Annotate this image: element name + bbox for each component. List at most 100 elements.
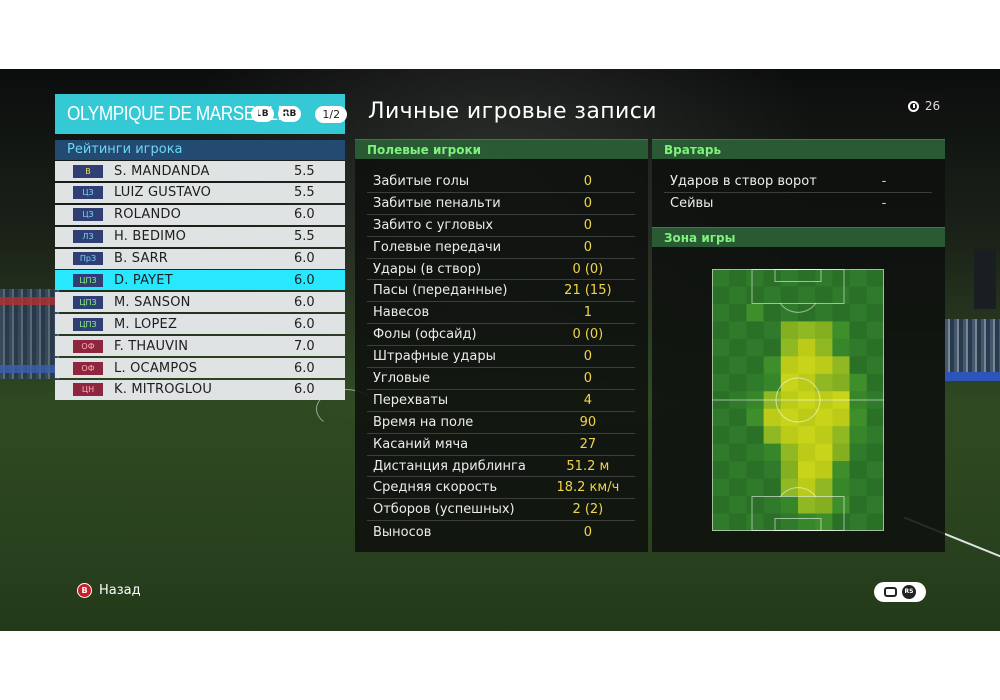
player-row[interactable]: ЛЗ H. BEDIMO 5.5 xyxy=(55,226,345,247)
position-badge: ЦПЗ xyxy=(73,273,103,287)
player-rating: 5.5 xyxy=(294,163,315,179)
heatmap-cell xyxy=(780,373,799,392)
heatmap-cell xyxy=(780,286,799,305)
match-timer: 26 xyxy=(904,94,944,118)
player-row[interactable]: В S. MANDANDA 5.5 xyxy=(55,161,345,181)
heatmap-cell xyxy=(866,408,884,427)
stat-row: Забитые пенальти 0 xyxy=(367,193,635,215)
heatmap-cell xyxy=(849,303,868,322)
position-badge: ПрЗ xyxy=(73,252,103,266)
player-row[interactable]: ОФ L. OCAMPOS 6.0 xyxy=(55,358,345,379)
player-row[interactable]: ЦЗ LUIZ GUSTAVO 5.5 xyxy=(55,182,345,203)
heatmap-cell xyxy=(832,269,850,287)
player-row[interactable]: ПрЗ B. SARR 6.0 xyxy=(55,248,345,269)
heatmap-cell xyxy=(763,269,782,287)
heatmap-cell xyxy=(712,356,730,375)
player-name: L. OCAMPOS xyxy=(114,360,198,376)
heatmap-cell xyxy=(746,478,764,497)
player-name: LUIZ GUSTAVO xyxy=(114,185,212,201)
rb-button[interactable]: RB xyxy=(277,106,302,122)
heatmap-cell xyxy=(866,303,884,322)
heatmap-cell xyxy=(866,269,884,287)
heatmap-cell xyxy=(832,443,850,462)
player-rating: 6.0 xyxy=(294,316,315,332)
clock-icon xyxy=(907,100,919,112)
player-row-selected[interactable]: ЦПЗ D. PAYET 6.0 xyxy=(55,270,345,291)
heatmap-cell xyxy=(832,426,850,444)
stat-value: - xyxy=(881,196,887,212)
position-badge: ОФ xyxy=(73,361,103,375)
stat-row: Угловые 0 xyxy=(367,368,635,390)
outfield-stats-list: Забитые голы 0 Забитые пенальти 0 Забито с… xyxy=(355,171,648,543)
player-row[interactable]: ЦН K. MITROGLOU 6.0 xyxy=(55,379,345,400)
stat-value: 0 xyxy=(583,217,592,233)
player-row[interactable]: ЦПЗ M. SANSON 6.0 xyxy=(55,292,345,313)
timer-value: 26 xyxy=(924,99,941,113)
heatmap-cell xyxy=(763,356,782,375)
chat-button[interactable]: RS xyxy=(874,582,926,602)
heatmap-cell xyxy=(712,269,730,287)
heatmap-cell xyxy=(815,356,833,375)
back-button[interactable]: B Назад xyxy=(77,583,141,598)
player-rating: 6.0 xyxy=(294,272,315,288)
heatmap-cell xyxy=(712,496,730,514)
stat-value: 18.2 км/ч xyxy=(556,480,620,496)
stat-value: 21 (15) xyxy=(564,283,612,299)
stat-row: Средняя скорость 18.2 км/ч xyxy=(367,477,635,500)
heatmap-cell xyxy=(729,461,747,479)
position-badge: ЦПЗ xyxy=(73,317,103,331)
heatmap-cell xyxy=(763,373,782,392)
heatmap-cell xyxy=(712,443,730,462)
heatmap-cell xyxy=(780,321,799,340)
lb-button[interactable]: LB xyxy=(251,106,274,122)
heatmap-cell xyxy=(763,338,782,357)
heatmap-cell xyxy=(849,356,868,375)
stat-row: Пасы (переданные) 21 (15) xyxy=(367,280,635,303)
stat-row: Ударов в створ ворот - xyxy=(664,171,932,193)
heatmap-cell xyxy=(746,373,764,392)
stat-value: 0 xyxy=(583,239,592,255)
pitch-markings xyxy=(712,269,884,531)
player-rating: 6.0 xyxy=(294,360,315,376)
heatmap-cell xyxy=(849,373,868,392)
position-badge: ОФ xyxy=(73,339,103,353)
heatmap-cell xyxy=(729,356,747,375)
player-name: ROLANDO xyxy=(114,207,182,223)
stat-value: 0 xyxy=(583,370,592,386)
player-row[interactable]: ЦЗ ROLANDO 6.0 xyxy=(55,204,345,225)
player-rating: 5.5 xyxy=(294,229,315,245)
stat-row: Касаний мяча 27 xyxy=(367,434,635,456)
heatmap-cell xyxy=(815,303,833,322)
heatmap-cell xyxy=(746,356,764,375)
player-row[interactable]: ЦПЗ M. LOPEZ 6.0 xyxy=(55,314,345,335)
heatmap-cell xyxy=(832,338,850,357)
heatmap-cell xyxy=(780,356,799,375)
heatmap-cell xyxy=(729,338,747,357)
heatmap-cell xyxy=(866,478,884,497)
player-rating: 6.0 xyxy=(294,294,315,310)
heatmap-cell xyxy=(866,513,884,531)
stat-label: Фолы (офсайд) xyxy=(373,327,477,343)
heatmap-cell xyxy=(780,496,799,514)
heatmap-cell xyxy=(866,461,884,479)
stat-row: Отборов (успешных) 2 (2) xyxy=(367,499,635,522)
player-row[interactable]: ОФ F. THAUVIN 7.0 xyxy=(55,336,345,357)
stat-label: Навесов xyxy=(373,305,430,321)
goalkeeper-stats-list: Ударов в створ ворот - Сейвы - xyxy=(652,171,945,215)
heatmap-cell xyxy=(780,513,799,531)
outfield-title: Полевые игроки xyxy=(355,139,648,159)
stat-label: Дистанция дриблинга xyxy=(373,458,526,474)
heatmap-cell xyxy=(729,443,747,462)
heatmap-cell xyxy=(746,321,764,340)
heatmap-cell xyxy=(729,496,747,514)
player-name: B. SARR xyxy=(114,251,169,267)
stat-label: Ударов в створ ворот xyxy=(670,173,817,189)
player-rating: 6.0 xyxy=(294,251,315,267)
heatmap-cell xyxy=(763,496,782,514)
heatmap-cell xyxy=(746,513,764,531)
heatmap-cell xyxy=(815,496,833,514)
heatmap-cell xyxy=(746,286,764,305)
heatmap-cell xyxy=(849,286,868,305)
heatmap-cell xyxy=(866,286,884,305)
stat-value: - xyxy=(881,173,887,189)
